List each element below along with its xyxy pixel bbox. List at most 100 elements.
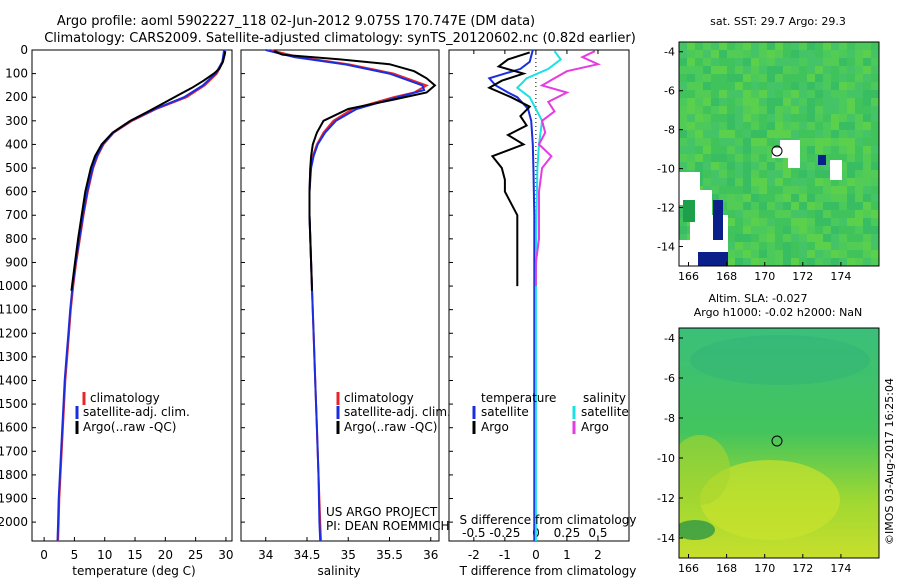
sst-cell [855, 218, 863, 226]
sst-cell [815, 146, 823, 154]
sst-cell [807, 242, 815, 250]
sst-cell [735, 90, 743, 98]
sst-cell [759, 194, 767, 202]
sst-cell [767, 58, 775, 66]
sst-cell [751, 194, 759, 202]
sst-cell [855, 66, 863, 74]
sst-cell [847, 218, 855, 226]
sst-cell [791, 90, 799, 98]
sst-cell [751, 58, 759, 66]
sst-map-frame [678, 41, 880, 267]
sst-cell [847, 210, 855, 218]
sst-cell [847, 42, 855, 50]
sst-cell [831, 90, 839, 98]
x-tick-label: 36 [423, 548, 438, 562]
sst-cell [743, 106, 751, 114]
sst-cell [839, 50, 847, 58]
sst-cell [839, 250, 847, 258]
sst-cell [727, 194, 735, 202]
sst-cell [743, 258, 751, 266]
sst-cell [855, 122, 863, 130]
sst-cell [775, 178, 783, 186]
sst-cell [711, 170, 719, 178]
sst-cell [679, 66, 687, 74]
sst-cell [831, 106, 839, 114]
sst-cell [743, 146, 751, 154]
sst-cell [687, 66, 695, 74]
sst-cell [839, 162, 847, 170]
sst-cell [711, 130, 719, 138]
sst-cell [759, 50, 767, 58]
legend-argo-label: Argo(..raw -QC) [83, 420, 176, 434]
sst-cell [775, 194, 783, 202]
sst-cell [687, 130, 695, 138]
sst-cell [751, 242, 759, 250]
sst-cell [823, 250, 831, 258]
sst-cell [799, 114, 807, 122]
sst-cell [783, 258, 791, 266]
series-line-satellite-adj-clim- [265, 49, 426, 542]
sst-cell [751, 146, 759, 154]
sst-cell [759, 242, 767, 250]
sst-cell [831, 258, 839, 266]
sst-cell [823, 138, 831, 146]
sst-cell [823, 170, 831, 178]
sst-cell [711, 90, 719, 98]
sst-cell [695, 58, 703, 66]
sst-cell [799, 234, 807, 242]
sst-cell [839, 218, 847, 226]
sst-cell [687, 50, 695, 58]
sla-map-frame [678, 327, 880, 559]
map-y-tick-label: -4 [664, 46, 675, 59]
sst-cell [687, 122, 695, 130]
sst-cell [839, 210, 847, 218]
sst-cell [679, 50, 687, 58]
sst-cell [839, 82, 847, 90]
sst-cell [839, 98, 847, 106]
sst-cell [751, 234, 759, 242]
sst-cell [775, 138, 783, 146]
sst-cell [839, 170, 847, 178]
sla-map-axes: 166 168 170 172 174 -4 -6 -8 -10 -12 -14 [657, 332, 851, 575]
sst-cell [823, 122, 831, 130]
sst-cell [719, 58, 727, 66]
sst-cell [799, 82, 807, 90]
sst-cell [759, 234, 767, 242]
sst-cell [855, 162, 863, 170]
sst-cell [799, 122, 807, 130]
sst-cell [847, 170, 855, 178]
sst-cell [727, 106, 735, 114]
sst-cell [791, 234, 799, 242]
sst-cell [759, 170, 767, 178]
sst-cell [695, 154, 703, 162]
sst-map-axes: 166 168 170 172 174 -4 -6 -8 -10 -12 -14 [657, 46, 851, 283]
map-x-tick-label: 170 [754, 270, 775, 283]
sst-cell [759, 74, 767, 82]
sst-cell [799, 90, 807, 98]
sst-cell [687, 138, 695, 146]
sst-cell [679, 90, 687, 98]
sst-cell [695, 50, 703, 58]
sst-cell [807, 74, 815, 82]
sst-cell [791, 258, 799, 266]
sst-cell [759, 162, 767, 170]
sst-cell [695, 74, 703, 82]
sst-cell [823, 74, 831, 82]
sst-missing-data-patch [679, 172, 728, 266]
sst-cell [775, 210, 783, 218]
sst-cell [751, 226, 759, 234]
map-x-tick-label: 174 [830, 270, 851, 283]
x-tick-label: -1 [499, 548, 511, 562]
sst-cell [727, 58, 735, 66]
sst-cell [855, 130, 863, 138]
sst-cell [735, 74, 743, 82]
sst-cell [831, 130, 839, 138]
sst-cell [759, 178, 767, 186]
sst-cell [839, 178, 847, 186]
sla-low-patch [690, 335, 870, 385]
depth-tick-label: 1600 [0, 421, 28, 435]
sst-cell [823, 210, 831, 218]
x-tick-label: 15 [127, 548, 142, 562]
sst-cell [759, 106, 767, 114]
